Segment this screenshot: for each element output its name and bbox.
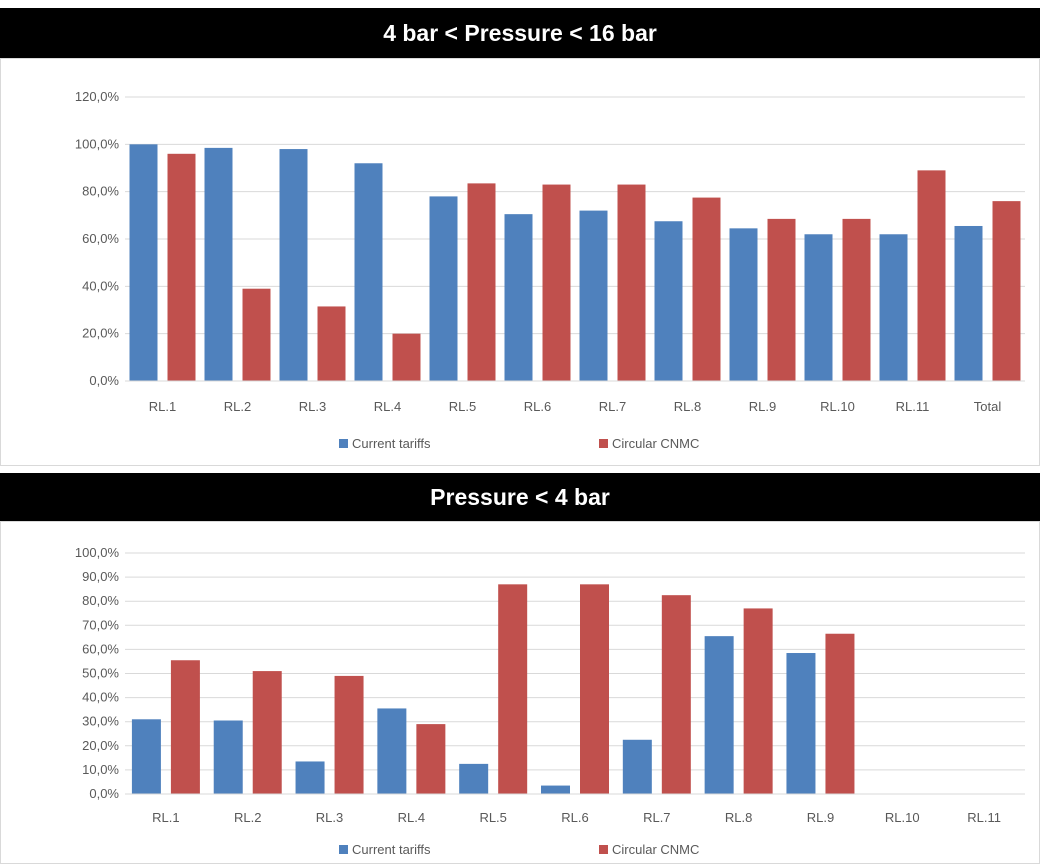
bar-current-tariffs (879, 234, 908, 381)
bar-circular-cnmc (498, 584, 528, 794)
bar-current-tariffs (786, 653, 816, 794)
bar-circular-cnmc (842, 218, 871, 381)
bar-current-tariffs (622, 739, 652, 794)
bar-circular-cnmc (767, 218, 796, 381)
bar-circular-cnmc (580, 584, 609, 794)
legend-swatch (339, 845, 348, 854)
x-tick-label: RL.9 (807, 810, 834, 825)
bar-current-tariffs (459, 763, 489, 794)
bar-circular-cnmc (317, 306, 346, 381)
bar-current-tariffs (129, 144, 158, 381)
y-tick-label: 120,0% (75, 89, 120, 104)
bar-circular-cnmc (992, 201, 1021, 381)
x-tick-label: RL.5 (449, 399, 476, 414)
bar-current-tariffs (131, 719, 161, 794)
x-tick-label: RL.8 (725, 810, 752, 825)
bar-circular-cnmc (392, 333, 421, 381)
bar-current-tariffs (804, 234, 833, 381)
legend-label: Circular CNMC (612, 842, 699, 857)
x-tick-label: Total (974, 399, 1002, 414)
x-tick-label: RL.5 (479, 810, 506, 825)
bar-current-tariffs (295, 761, 325, 794)
chart2-title: Pressure < 4 bar (0, 473, 1040, 521)
y-tick-label: 0,0% (89, 786, 119, 801)
x-tick-label: RL.3 (299, 399, 326, 414)
y-tick-label: 100,0% (75, 545, 120, 560)
x-tick-label: RL.10 (820, 399, 855, 414)
bar-current-tariffs (354, 163, 383, 381)
x-tick-label: RL.7 (599, 399, 626, 414)
bar-current-tariffs (579, 210, 608, 381)
bar-current-tariffs (213, 720, 243, 794)
y-tick-label: 80,0% (82, 593, 119, 608)
bar-current-tariffs (279, 149, 308, 381)
bar-circular-cnmc (917, 170, 946, 381)
y-tick-label: 60,0% (82, 231, 119, 246)
bar-circular-cnmc (661, 595, 691, 794)
bar-circular-cnmc (542, 184, 571, 381)
y-tick-label: 90,0% (82, 569, 119, 584)
x-tick-label: RL.7 (643, 810, 670, 825)
x-tick-label: RL.2 (234, 810, 261, 825)
bar-circular-cnmc (467, 183, 496, 381)
y-tick-label: 60,0% (82, 641, 119, 656)
bar-circular-cnmc (252, 671, 282, 794)
y-tick-label: 10,0% (82, 762, 119, 777)
x-tick-label: RL.11 (967, 810, 1001, 825)
legend-swatch (339, 439, 348, 448)
legend-label: Circular CNMC (612, 436, 699, 451)
bar-circular-cnmc (743, 608, 773, 794)
bar-circular-cnmc (825, 633, 855, 794)
bar-circular-cnmc (416, 724, 446, 794)
bar-current-tariffs (504, 214, 533, 381)
y-tick-label: 0,0% (89, 373, 119, 388)
chart1-plot: 0,0% 20,0% 40,0% 60,0% 80,0% 100,0% 120,0% RL.1… (75, 89, 1025, 451)
legend-label: Current tariffs (352, 842, 431, 857)
x-tick-label: RL.1 (149, 399, 176, 414)
x-tick-label: RL.6 (561, 810, 588, 825)
y-tick-label: 100,0% (75, 136, 120, 151)
bar-current-tariffs (954, 225, 983, 381)
bar-current-tariffs (704, 636, 734, 794)
y-tick-label: 20,0% (82, 326, 119, 341)
y-tick-label: 40,0% (82, 278, 119, 293)
x-tick-label: RL.8 (674, 399, 701, 414)
y-tick-label: 50,0% (82, 666, 119, 681)
bar-circular-cnmc (692, 197, 721, 381)
x-tick-label: RL.4 (398, 810, 425, 825)
legend-swatch (599, 439, 608, 448)
bar-circular-cnmc (170, 660, 200, 794)
x-tick-label: RL.2 (224, 399, 251, 414)
legend-swatch (599, 845, 608, 854)
chart1-panel: 0,0% 20,0% 40,0% 60,0% 80,0% 100,0% 120,0% RL.1… (0, 58, 1040, 466)
bar-current-tariffs (429, 196, 458, 381)
y-tick-label: 40,0% (82, 690, 119, 705)
x-tick-label: RL.1 (152, 810, 179, 825)
chart2-plot: 0,0% 10,0% 20,0% 30,0% 40,0% 50,0% 60,0% 70,0% 8… (75, 545, 1025, 857)
bar-current-tariffs (377, 708, 407, 794)
bar-current-tariffs (654, 221, 683, 381)
x-tick-label: RL.9 (749, 399, 776, 414)
legend-label: Current tariffs (352, 436, 431, 451)
bar-circular-cnmc (242, 288, 271, 381)
bar-circular-cnmc (617, 184, 646, 381)
x-tick-label: RL.6 (524, 399, 551, 414)
y-tick-label: 70,0% (82, 617, 119, 632)
bar-current-tariffs (541, 785, 570, 794)
bar-current-tariffs (204, 147, 233, 381)
y-tick-label: 80,0% (82, 184, 119, 199)
chart1-title: 4 bar < Pressure < 16 bar (0, 8, 1040, 58)
x-tick-label: RL.11 (896, 399, 930, 414)
y-tick-label: 20,0% (82, 738, 119, 753)
chart2-panel: 0,0% 10,0% 20,0% 30,0% 40,0% 50,0% 60,0% 70,0% 8… (0, 521, 1040, 864)
y-tick-label: 30,0% (82, 714, 119, 729)
x-tick-label: RL.4 (374, 399, 401, 414)
bar-circular-cnmc (167, 153, 196, 381)
bar-current-tariffs (729, 228, 758, 381)
x-tick-label: RL.3 (316, 810, 343, 825)
bar-circular-cnmc (334, 675, 364, 794)
x-tick-label: RL.10 (885, 810, 920, 825)
